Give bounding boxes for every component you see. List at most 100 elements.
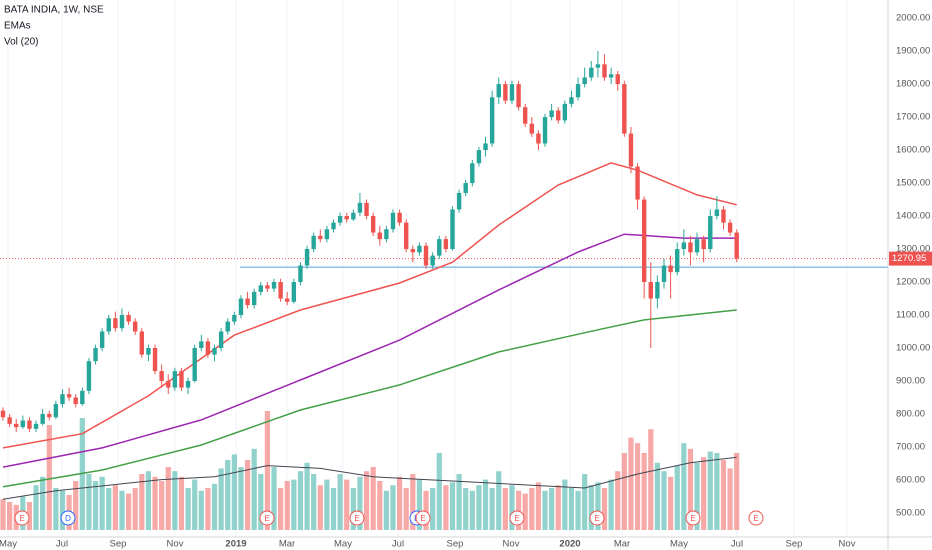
candle-body bbox=[463, 183, 468, 193]
candle-body bbox=[291, 282, 297, 302]
candle-body bbox=[615, 74, 620, 85]
volume-bar bbox=[145, 471, 152, 530]
volume-bar bbox=[304, 462, 310, 530]
volume-bar bbox=[615, 471, 621, 530]
volume-bar bbox=[165, 467, 171, 530]
volume-bar bbox=[350, 488, 356, 530]
x-tick-label: May bbox=[670, 539, 688, 550]
candle-body bbox=[179, 371, 184, 388]
candle-body bbox=[245, 298, 250, 306]
event-marker bbox=[349, 510, 365, 526]
volume-bar bbox=[634, 443, 641, 530]
candle-body bbox=[556, 110, 561, 121]
candle-body bbox=[185, 380, 191, 388]
candle-body bbox=[14, 423, 19, 428]
candle-body bbox=[258, 285, 263, 292]
x-tick-label: 2019 bbox=[225, 539, 246, 550]
candle-body bbox=[80, 390, 85, 405]
volume-bar bbox=[648, 429, 654, 530]
volume-bar bbox=[714, 453, 720, 530]
candle-body bbox=[542, 117, 548, 144]
candle-body bbox=[66, 394, 72, 398]
candle-body bbox=[205, 341, 211, 355]
candle-body bbox=[668, 265, 673, 273]
candle-body bbox=[139, 331, 145, 355]
candle-body bbox=[569, 97, 574, 104]
volume-bar bbox=[99, 476, 105, 530]
y-tick-label: 1800.00 bbox=[896, 79, 930, 90]
volume-bar bbox=[363, 471, 370, 530]
y-tick-label: 500.00 bbox=[896, 507, 925, 518]
candle-body bbox=[278, 282, 283, 299]
volume-bar bbox=[73, 481, 79, 530]
candle-body bbox=[503, 84, 508, 101]
candle-body bbox=[344, 216, 349, 220]
candle-body bbox=[251, 291, 257, 306]
volume-bar bbox=[727, 468, 733, 530]
candle-body bbox=[126, 314, 131, 322]
x-tick-label: Jul bbox=[56, 539, 68, 550]
volume-bar bbox=[562, 479, 568, 530]
volume-bar bbox=[463, 488, 469, 530]
x-tick-label: Jul bbox=[731, 539, 743, 550]
volume-bar bbox=[549, 488, 555, 530]
candle-body bbox=[113, 318, 118, 329]
volume-bar bbox=[251, 448, 257, 530]
x-tick-label: Sep bbox=[447, 539, 464, 550]
candle-body bbox=[172, 371, 178, 388]
volume-bar bbox=[397, 476, 403, 530]
event-marker bbox=[509, 510, 525, 526]
candle-body bbox=[40, 413, 45, 424]
candle-body bbox=[404, 222, 409, 250]
symbol-title: BATA INDIA, 1W, NSE bbox=[4, 5, 104, 16]
volume-bar bbox=[112, 485, 118, 530]
candle-body bbox=[661, 265, 667, 283]
y-tick-label: 1600.00 bbox=[896, 145, 930, 156]
candle-body bbox=[324, 229, 330, 240]
volume-bar bbox=[33, 485, 39, 530]
x-tick-label: Sep bbox=[786, 539, 803, 550]
volume-bar bbox=[258, 474, 264, 530]
volume-bar bbox=[192, 479, 198, 530]
candle-body bbox=[99, 331, 105, 348]
event-label: E bbox=[264, 514, 269, 523]
x-tick-label: Nov bbox=[503, 539, 520, 550]
volume-bar bbox=[139, 474, 145, 530]
volume-bar bbox=[284, 481, 290, 530]
volume-bar bbox=[707, 451, 713, 530]
volume-bar bbox=[423, 490, 429, 530]
event-marker bbox=[60, 510, 76, 526]
candle-body bbox=[390, 212, 396, 230]
volume-bar bbox=[53, 488, 59, 530]
volume-bar bbox=[178, 476, 185, 530]
candle-body bbox=[450, 209, 455, 250]
volume-bar bbox=[608, 479, 614, 530]
last-price-box bbox=[889, 251, 932, 266]
candle-body bbox=[119, 314, 125, 329]
candle-body bbox=[377, 232, 382, 240]
x-tick-label: Jul bbox=[392, 539, 404, 550]
candle-body bbox=[589, 67, 594, 78]
y-tick-label: 2000.00 bbox=[896, 13, 930, 24]
volume-bar bbox=[7, 502, 13, 530]
volume-bar bbox=[205, 488, 211, 530]
y-tick-label: 1100.00 bbox=[896, 310, 930, 321]
candle-body bbox=[688, 242, 693, 253]
event-marker bbox=[259, 510, 275, 526]
volume-bar bbox=[443, 485, 449, 530]
event-marker bbox=[415, 510, 431, 526]
volume-bar bbox=[416, 479, 423, 530]
candle-body bbox=[331, 222, 336, 230]
ema-line bbox=[2, 309, 737, 488]
volume-bar bbox=[324, 479, 330, 530]
volume-bar bbox=[430, 488, 436, 530]
volume-bar bbox=[601, 488, 608, 530]
candle-body bbox=[337, 216, 343, 223]
volume-bar bbox=[317, 485, 323, 530]
candle-body bbox=[106, 318, 111, 332]
volume-bar bbox=[291, 479, 297, 530]
volume-bar bbox=[456, 474, 462, 530]
candle-body bbox=[648, 282, 653, 299]
candle-body bbox=[529, 123, 534, 134]
